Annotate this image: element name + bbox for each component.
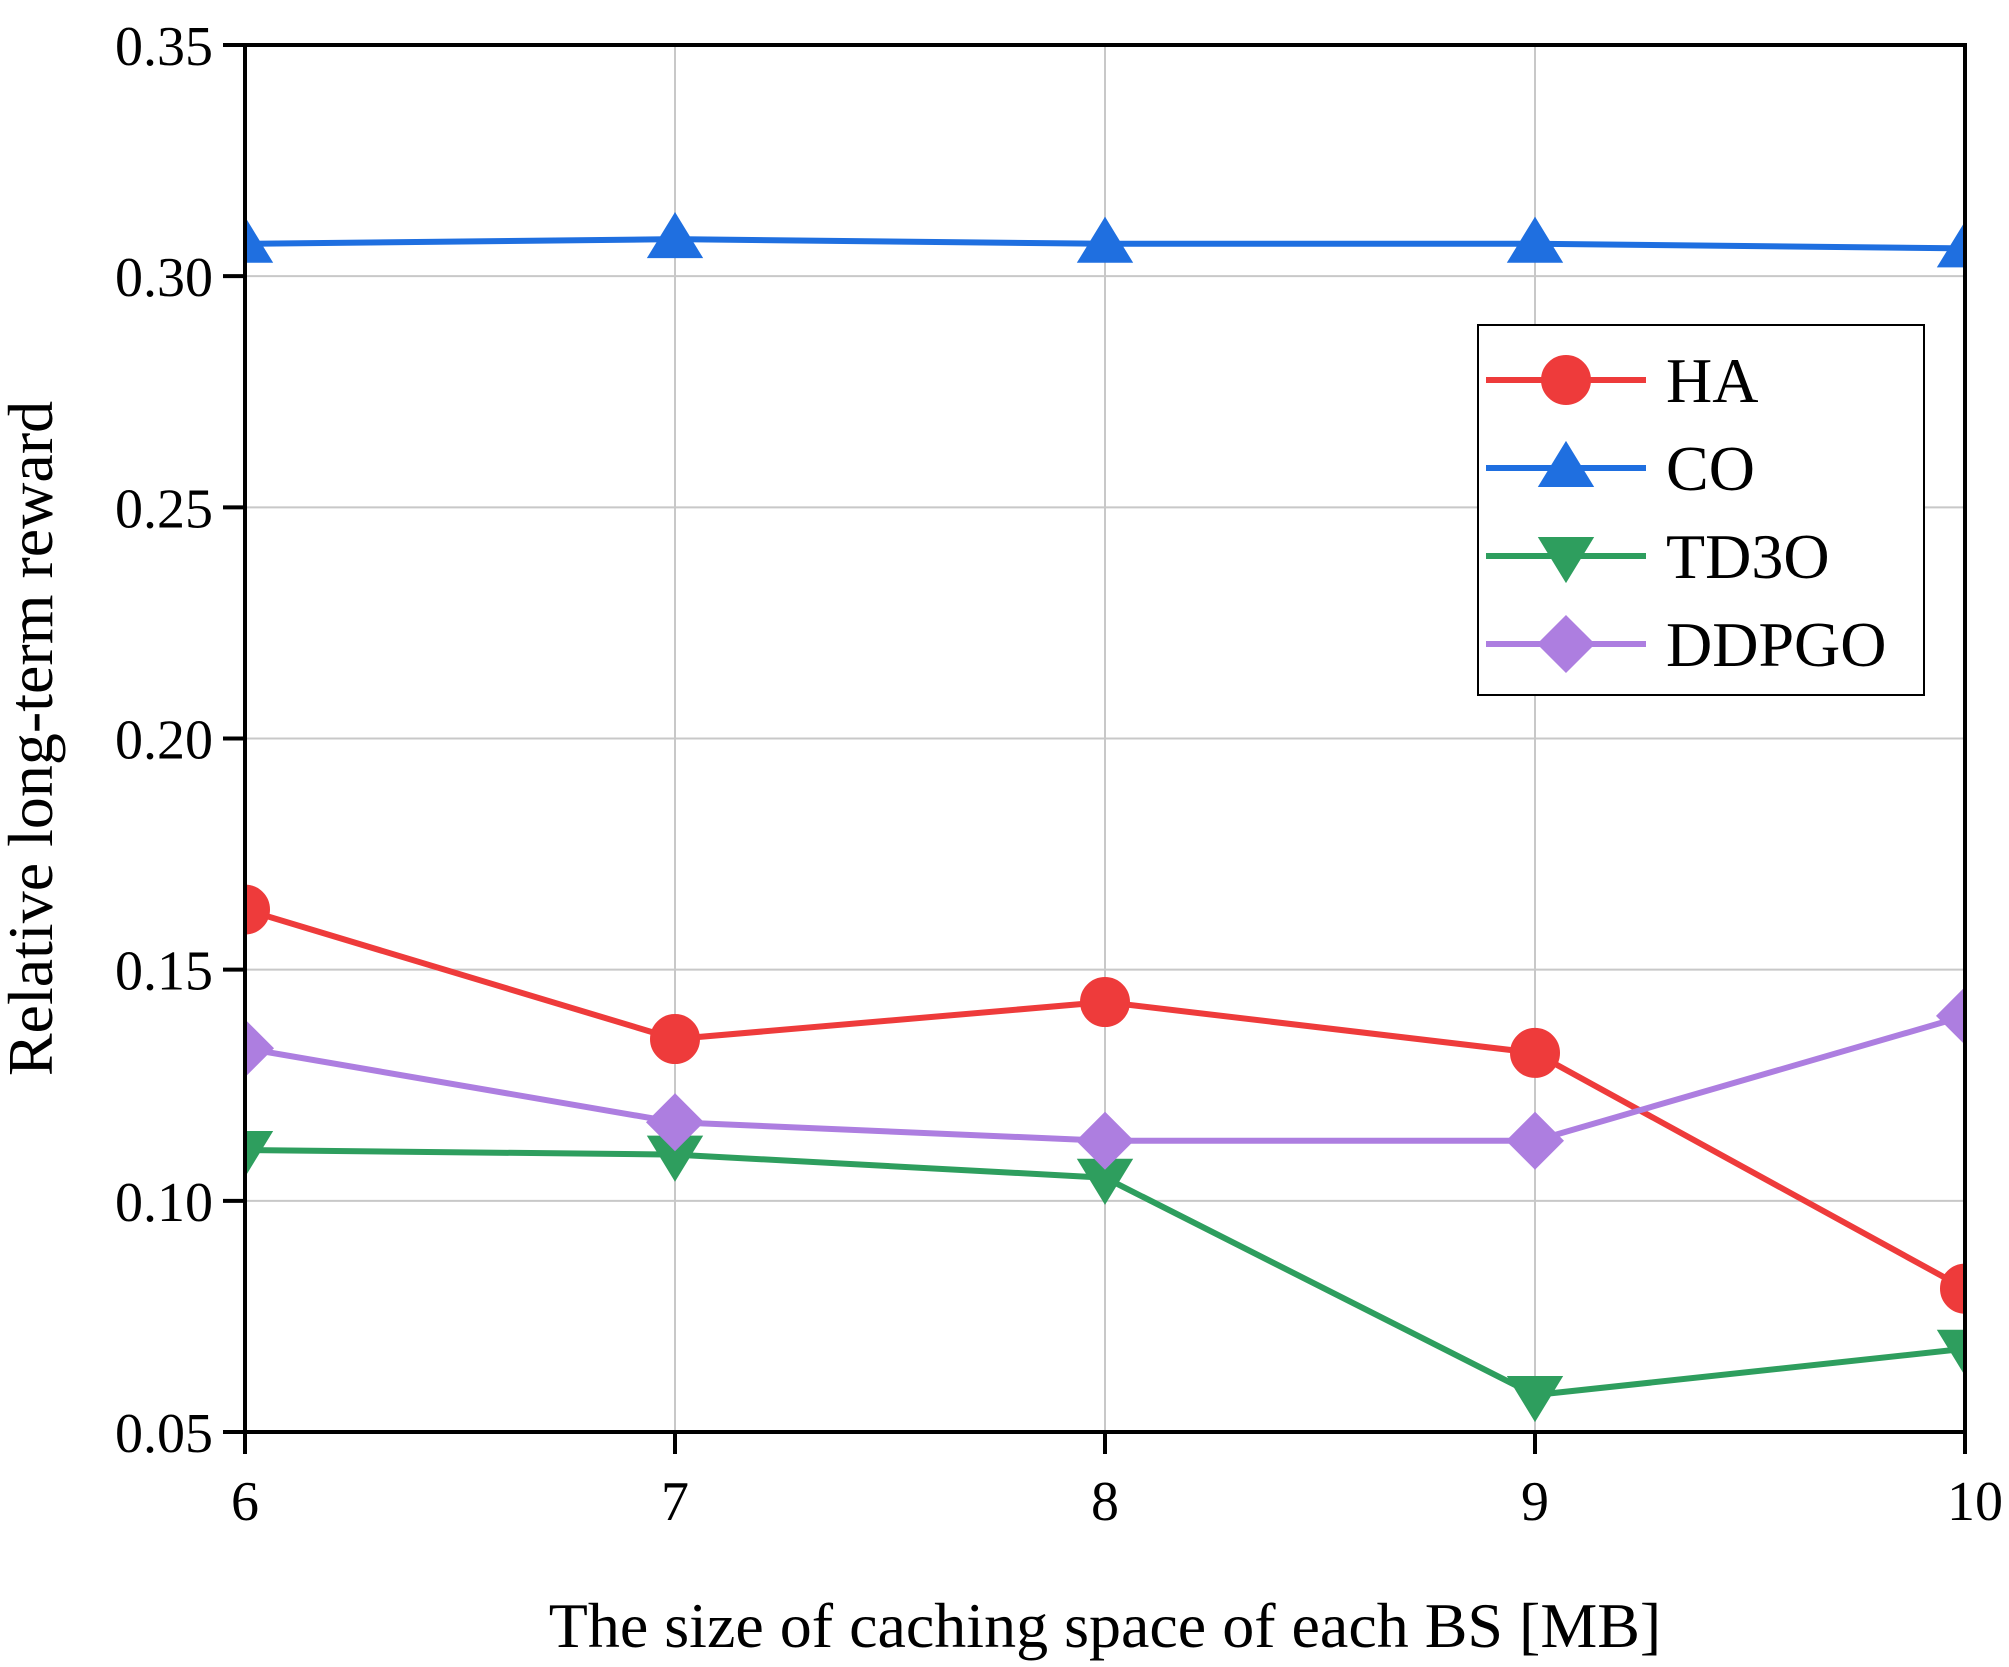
legend-marker (1541, 355, 1591, 405)
x-tick-label: 8 (1091, 1471, 1119, 1533)
legend: HA CO TD3O DDPGO (1477, 324, 1925, 696)
series-co (245, 212, 1965, 268)
y-tick-label: 0.25 (115, 478, 213, 540)
data-point-co (1076, 216, 1134, 263)
x-axis-title: The size of caching space of each BS [MB… (549, 1590, 1661, 1661)
data-point-td3o (245, 1130, 274, 1178)
grid-lines (245, 45, 1965, 1432)
data-point-ddpgo (1935, 986, 1965, 1045)
data-point-td3o (1506, 1376, 1564, 1423)
y-tick-label: 0.30 (115, 247, 213, 309)
data-point-td3o (1936, 1329, 1965, 1376)
x-tick-label: 9 (1521, 1471, 1549, 1533)
legend-label: TD3O (1666, 521, 1830, 592)
data-point-co (1936, 221, 1965, 268)
series-td3o (245, 1130, 1965, 1423)
data-point-ddpgo (645, 1093, 705, 1152)
legend-label: DDPGO (1666, 609, 1886, 680)
data-point-ha (1510, 1027, 1560, 1078)
legend-label: HA (1666, 345, 1758, 416)
data-point-co (1506, 216, 1564, 263)
x-tick-label: 10 (1947, 1471, 2003, 1533)
data-point-ha (650, 1014, 700, 1065)
legend-marker (1537, 537, 1595, 584)
legend-marker (1536, 614, 1596, 674)
y-tick-label: 0.35 (115, 16, 213, 78)
y-tick-label: 0.10 (115, 1172, 213, 1234)
legend-item-td3o: TD3O (1486, 521, 1830, 592)
x-tick-label: 6 (231, 1471, 259, 1533)
legend-item-ddpgo: DDPGO (1486, 609, 1886, 680)
data-point-ddpgo (1075, 1111, 1135, 1170)
data-point-ddpgo (245, 1019, 275, 1078)
data-point-co (245, 216, 274, 263)
x-tick-label: 7 (661, 1471, 689, 1533)
legend-label: CO (1666, 433, 1755, 504)
legend-item-ha: HA (1486, 345, 1758, 416)
data-point-ha (1940, 1263, 1965, 1314)
series-ha (245, 884, 1965, 1314)
data-point-ddpgo (1505, 1111, 1565, 1170)
y-axis-title: Relative long-term reward (0, 401, 66, 1076)
y-tick-label: 0.15 (115, 941, 213, 1003)
data-point-ha (245, 884, 270, 935)
legend-marker (1537, 440, 1595, 487)
data-point-co (646, 212, 704, 259)
axis-ticks: 0.05 0.10 0.15 0.20 0.25 0.30 0.35 6 7 8 9 10 (115, 16, 2003, 1533)
legend-item-co: CO (1486, 433, 1755, 504)
y-tick-label: 0.05 (115, 1403, 213, 1465)
series-ddpgo (245, 986, 1965, 1170)
series-layer (245, 212, 1965, 1423)
y-tick-label: 0.20 (115, 710, 213, 772)
data-point-ha (1080, 977, 1130, 1028)
